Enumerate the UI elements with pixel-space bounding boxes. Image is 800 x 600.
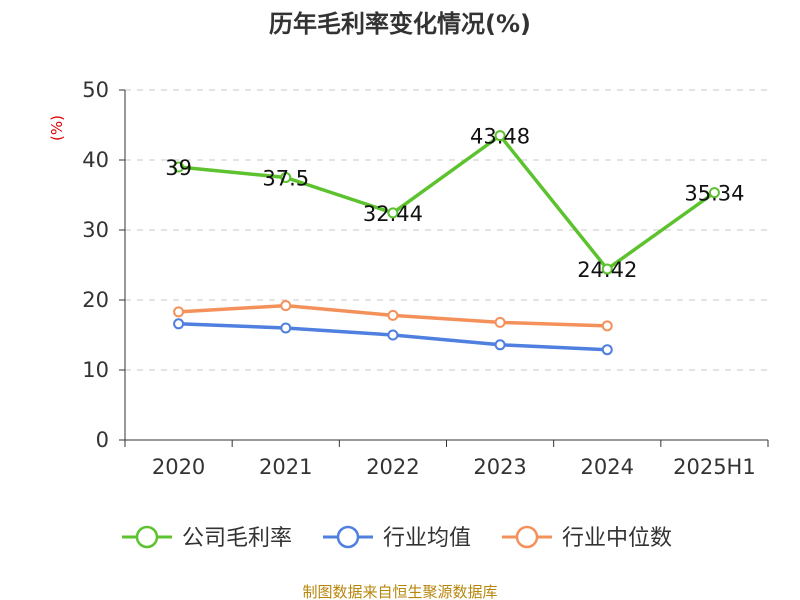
legend-marker xyxy=(515,525,539,549)
legend-label: 行业中位数 xyxy=(562,526,672,551)
data-point xyxy=(173,318,185,330)
legend-marker xyxy=(135,525,159,549)
x-tick-label: 2021 xyxy=(259,455,312,479)
data-point xyxy=(173,306,185,318)
data-point xyxy=(601,263,613,275)
legend: 公司毛利率 行业均值 行业中位数 xyxy=(122,525,672,551)
series-line-0 xyxy=(176,133,717,271)
data-point xyxy=(494,316,506,328)
x-tick-label: 2022 xyxy=(366,455,419,479)
data-point xyxy=(494,339,506,351)
data-label: 37.5 xyxy=(262,167,309,191)
grid-lines xyxy=(125,89,768,371)
series-lines xyxy=(173,130,720,356)
x-tick-label: 2020 xyxy=(152,455,205,479)
data-label: 43.48 xyxy=(470,125,530,149)
legend-label: 公司毛利率 xyxy=(182,526,292,551)
data-point xyxy=(494,130,506,142)
data-point xyxy=(280,322,292,334)
legend-item-0: 公司毛利率 xyxy=(122,525,292,551)
data-point xyxy=(601,344,613,356)
y-tick-label: 0 xyxy=(96,428,109,452)
data-point xyxy=(387,309,399,321)
y-tick-label: 50 xyxy=(82,78,109,102)
y-tick-label: 30 xyxy=(82,218,109,242)
legend-item-2: 行业中位数 xyxy=(502,525,672,551)
data-point xyxy=(387,329,399,341)
data-label: 32.44 xyxy=(363,202,423,226)
y-tick-label: 20 xyxy=(82,288,109,312)
y-tick-label: 10 xyxy=(82,358,109,382)
data-label: 39 xyxy=(165,156,192,180)
legend-item-1: 行业均值 xyxy=(323,525,471,551)
x-tick-label: 2024 xyxy=(581,455,634,479)
data-point xyxy=(708,187,720,199)
source-note: 制图数据来自恒生聚源数据库 xyxy=(302,583,497,600)
data-point xyxy=(173,161,185,173)
legend-label: 行业均值 xyxy=(383,526,471,551)
y-tick-label: 40 xyxy=(82,148,109,172)
data-point xyxy=(601,320,613,332)
chart-title: 历年毛利率变化情况(%) xyxy=(269,10,531,38)
data-point xyxy=(280,300,292,312)
data-point xyxy=(387,207,399,219)
data-point xyxy=(280,172,292,183)
legend-marker xyxy=(336,525,360,549)
axes: 0 10 20 30 40 50 2020 2021 2022 2023 2024 2025H1 xyxy=(82,78,769,479)
x-tick-label: 2025H1 xyxy=(673,455,756,479)
x-tick-label: 2023 xyxy=(473,455,526,479)
data-labels: 39 37.5 32.44 43.48 24.42 35.34 xyxy=(165,125,744,282)
data-label: 35.34 xyxy=(684,182,744,206)
y-axis-unit-label: (%) xyxy=(48,115,66,141)
data-label: 24.42 xyxy=(577,258,637,282)
